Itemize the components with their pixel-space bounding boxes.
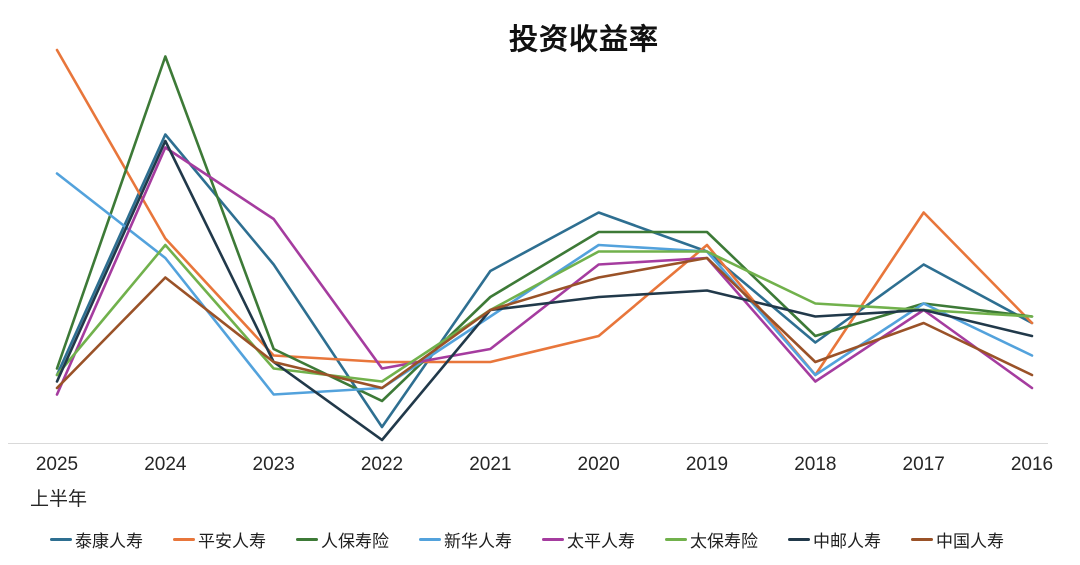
legend-item-taikang-life[interactable]: 泰康人寿	[50, 527, 143, 552]
legend-swatch-icon	[788, 538, 810, 541]
x-axis-label-2017: 2017	[902, 454, 945, 475]
legend-item-cpic-life[interactable]: 太保寿险	[665, 527, 758, 552]
x-axis-label-2020: 2020	[577, 454, 620, 475]
legend-swatch-icon	[419, 538, 441, 541]
legend-swatch-icon	[665, 538, 687, 541]
legend-label: 中邮人寿	[813, 532, 881, 551]
x-axis-label-2022: 2022	[360, 454, 404, 475]
legend-label: 新华人寿	[444, 532, 512, 551]
legend-item-xinhua-life[interactable]: 新华人寿	[419, 527, 512, 552]
legend-label: 平安人寿	[198, 532, 266, 551]
legend-swatch-icon	[173, 538, 195, 541]
x-axis-label-2018: 2018	[794, 454, 837, 475]
legend-item-china-post-life[interactable]: 中邮人寿	[788, 527, 881, 552]
legend-label: 太保寿险	[690, 532, 758, 551]
legend-swatch-icon	[296, 538, 318, 541]
x-axis-label-2016: 2016	[1010, 454, 1054, 475]
legend-item-picc-life[interactable]: 人保寿险	[296, 527, 389, 552]
x-axis: 2025 2024 2023 2022 2021 2020 2019 2018 2017 2016	[0, 454, 1080, 480]
legend-label: 人保寿险	[321, 532, 389, 551]
x-axis-label-2021: 2021	[469, 454, 512, 475]
x-axis-label-2023: 2023	[252, 454, 295, 475]
series-line-taiping-life	[55, 146, 1034, 396]
x-axis-label-2024: 2024	[144, 454, 187, 475]
legend-label: 太平人寿	[567, 532, 635, 551]
series-line-china-post-life	[55, 139, 1034, 442]
x-axis-sub-label: 上半年	[30, 489, 88, 510]
series-line-picc-life	[55, 55, 1034, 403]
legend-item-pingan-life[interactable]: 平安人寿	[173, 527, 266, 552]
series-line-china-life	[55, 256, 1034, 390]
series-line-cpic-life	[55, 243, 1034, 383]
legend-item-china-life[interactable]: 中国人寿	[911, 527, 1004, 552]
legend-label: 泰康人寿	[75, 532, 143, 551]
x-axis-label-2025: 2025	[35, 454, 79, 475]
legend-swatch-icon	[542, 538, 564, 541]
series-line-pingan-life	[55, 48, 1034, 377]
legend-label: 中国人寿	[936, 532, 1004, 551]
legend-swatch-icon	[50, 538, 72, 541]
chart-title: 投资收益率	[508, 24, 659, 56]
legend-swatch-icon	[911, 538, 933, 541]
x-axis-label-2019: 2019	[685, 454, 729, 475]
legend-item-taiping-life[interactable]: 太平人寿	[542, 527, 635, 552]
legend: 泰康人寿 平安人寿 人保寿险 新华人寿 太平人寿 太保寿险 中邮人寿 中国人寿	[50, 527, 1004, 552]
series-line-xinhua-life	[55, 172, 1034, 396]
